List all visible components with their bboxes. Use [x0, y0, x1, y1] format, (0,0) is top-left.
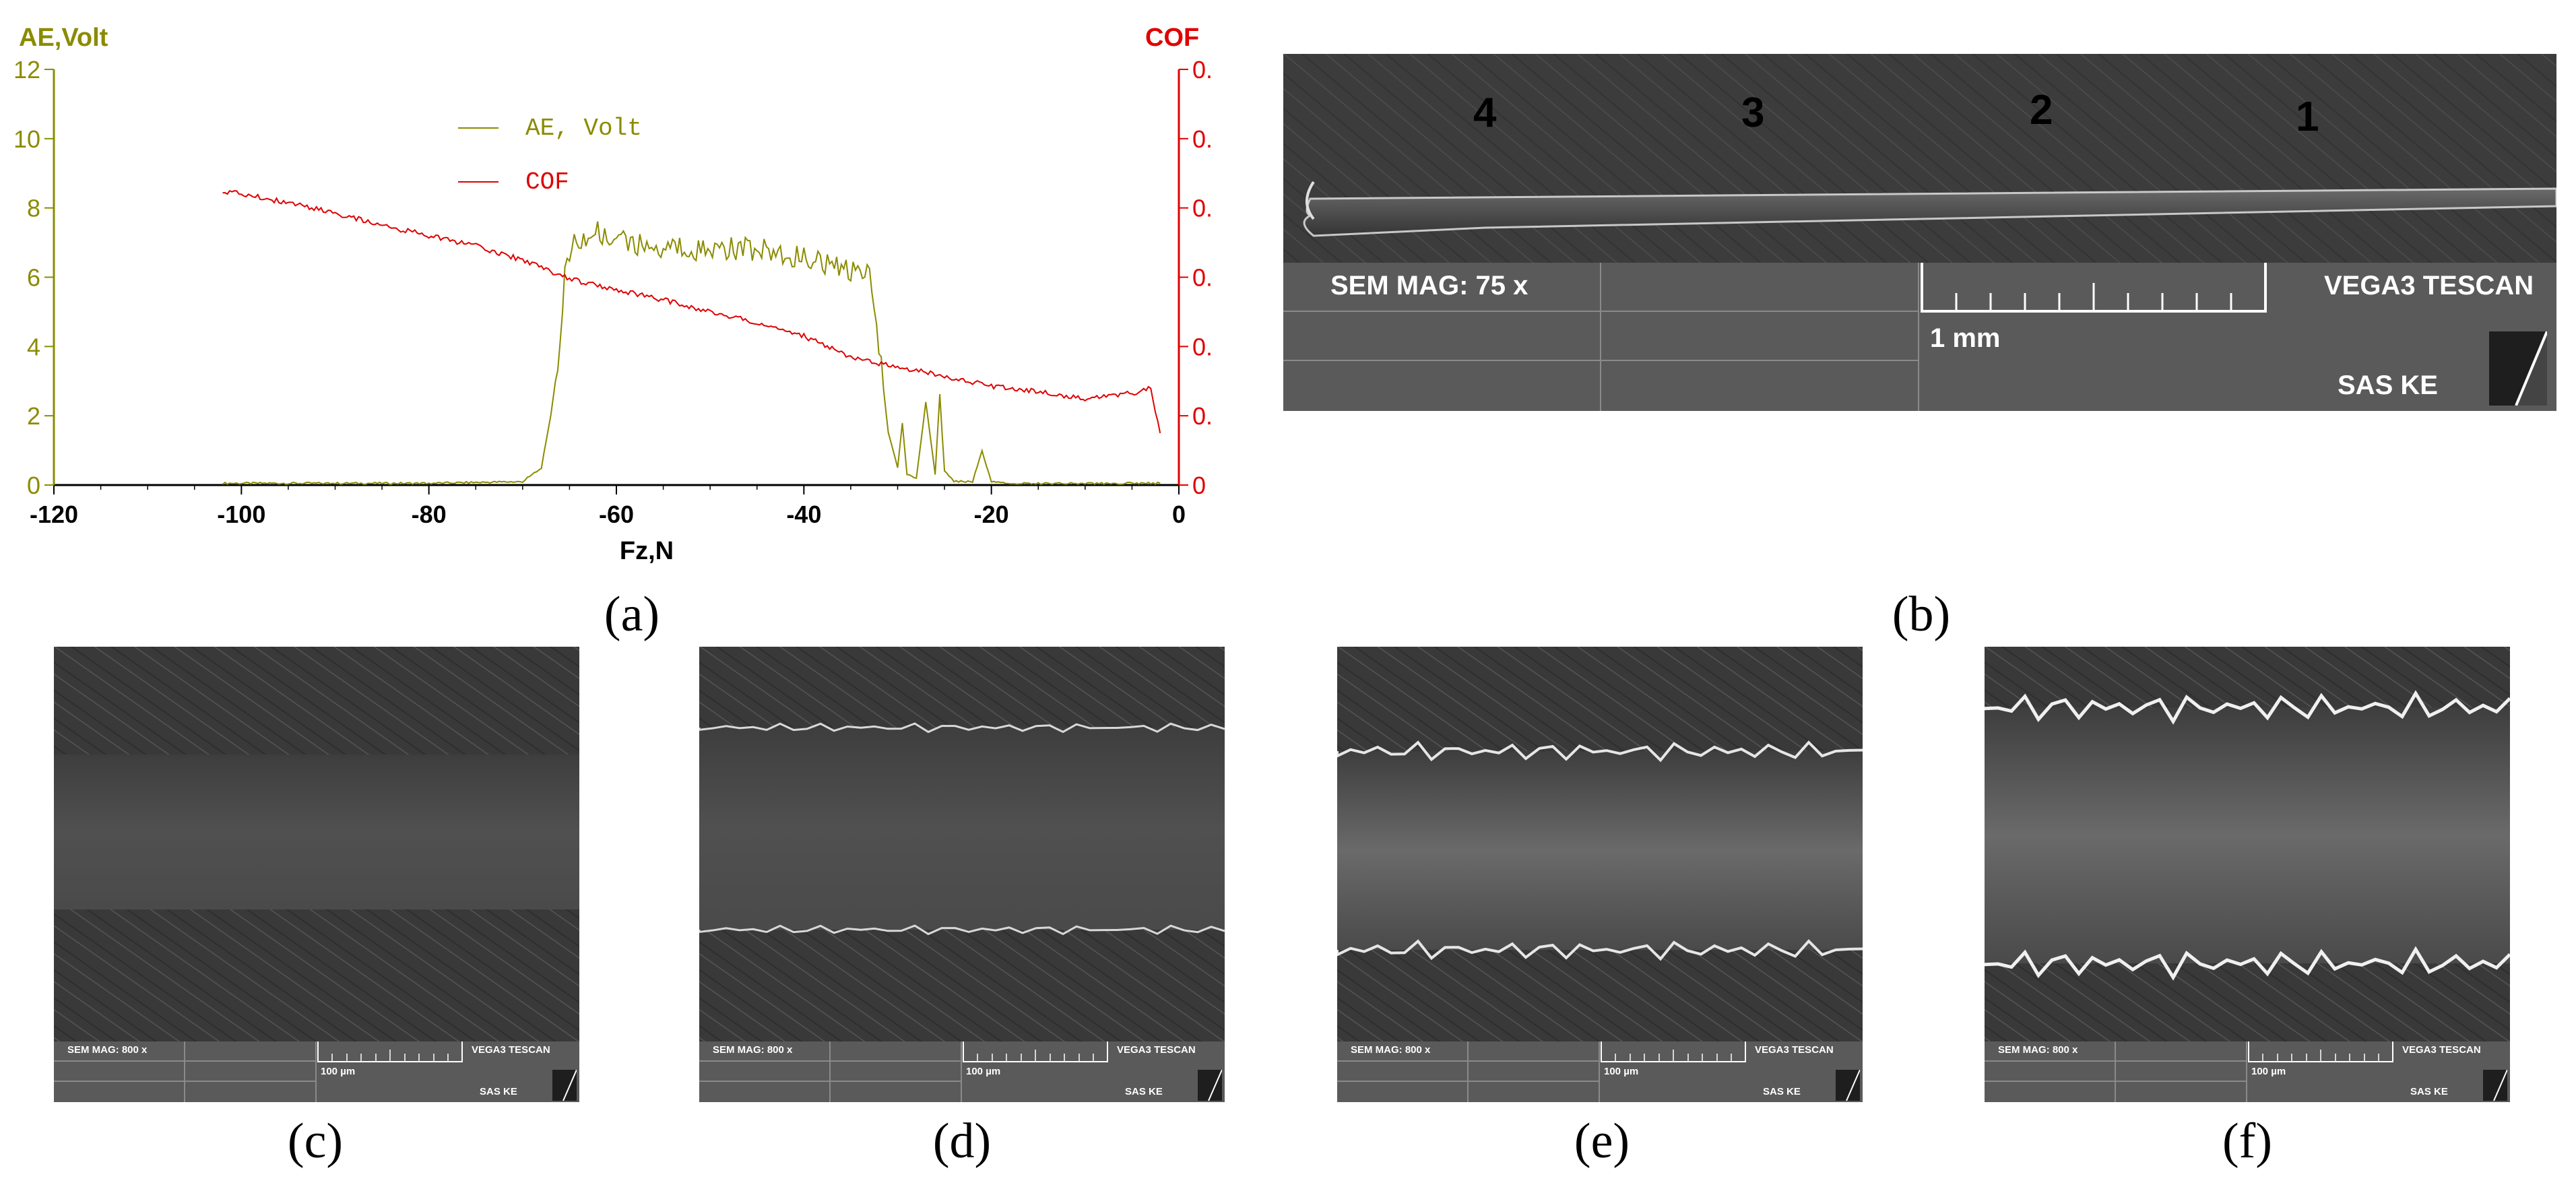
y2-tick-label: 0.08 — [1192, 333, 1213, 360]
brand-b: VEGA3 TESCAN — [2324, 271, 2534, 300]
sem-image-f: SEM MAG: 800 x 100 µm VEGA3 TESCAN SAS K… — [1985, 647, 2510, 1102]
lab-d: SAS KE — [1125, 1086, 1163, 1097]
sem-info-bar-d: SEM MAG: 800 x 100 µm VEGA3 TESCAN SAS K… — [699, 1041, 1225, 1102]
track-label-3: 3 — [1741, 90, 1765, 136]
caption-d: (d) — [932, 1114, 992, 1169]
x-tick-label: -120 — [30, 501, 78, 528]
y2-axis-title: COF — [1145, 24, 1199, 52]
caption-e: (e) — [1574, 1114, 1630, 1169]
sem-micrograph-d — [699, 647, 1225, 1041]
x-tick-label: -100 — [217, 501, 265, 528]
y-tick-label: 10 — [13, 125, 40, 153]
y-tick-label: 6 — [27, 264, 40, 292]
lab-e: SAS KE — [1763, 1086, 1801, 1097]
x-tick-label: -80 — [412, 501, 447, 528]
brand-c: VEGA3 TESCAN — [472, 1044, 550, 1056]
tescan-logo-f — [2483, 1070, 2507, 1101]
scale-label-b: 1 mm — [1930, 323, 2001, 353]
sem-image-c: SEM MAG: 800 x 100 µm VEGA3 TESCAN SAS K… — [54, 647, 579, 1102]
sem-micrograph-f — [1985, 647, 2510, 1041]
tescan-logo-c — [552, 1070, 577, 1101]
legend-label: COF — [525, 168, 569, 196]
caption-c: (c) — [287, 1114, 344, 1169]
y-tick-label: 12 — [13, 56, 40, 84]
scale-label-d: 100 µm — [966, 1066, 1001, 1077]
lab-c: SAS KE — [480, 1086, 517, 1097]
y-tick-label: 0 — [27, 472, 40, 499]
sem-micrograph-e — [1337, 647, 1863, 1041]
sem-mag-b: SEM MAG: 75 x — [1330, 271, 1528, 300]
lab-b: SAS KE — [2338, 371, 2438, 400]
y2-tick-label: 0.04 — [1192, 402, 1213, 430]
sem-image-d: SEM MAG: 800 x 100 µm VEGA3 TESCAN SAS K… — [699, 647, 1225, 1102]
brand-e: VEGA3 TESCAN — [1755, 1044, 1834, 1056]
y2-tick-label: 0.24 — [1192, 56, 1213, 84]
scale-bar-c — [317, 1041, 463, 1062]
sem-info-bar-e: SEM MAG: 800 x 100 µm VEGA3 TESCAN SAS K… — [1337, 1041, 1863, 1102]
sem-mag-e: SEM MAG: 800 x — [1351, 1044, 1431, 1056]
scale-label-c: 100 µm — [321, 1066, 356, 1077]
x-tick-label: -40 — [786, 501, 821, 528]
scale-bar-e — [1601, 1041, 1746, 1062]
sem-micrograph-b — [1283, 54, 2556, 263]
caption-b: (b) — [1892, 587, 1951, 642]
sem-image-b: 4 3 2 1 SEM MAG: 75 x 1 mm VEGA3 TESCAN … — [1283, 54, 2556, 411]
lab-f: SAS KE — [2410, 1086, 2448, 1097]
tescan-logo-e — [1836, 1070, 1860, 1101]
series-line-cof — [222, 189, 1161, 434]
x-axis-title: Fz,N — [620, 537, 674, 565]
y-tick-label: 8 — [27, 195, 40, 222]
y2-tick-label: 0.12 — [1192, 264, 1213, 292]
chart-panel-a: -120-100-80-60-40-20002468101200.040.080… — [0, 0, 1239, 579]
sem-info-bar-f: SEM MAG: 800 x 100 µm VEGA3 TESCAN SAS K… — [1985, 1041, 2510, 1102]
sem-info-bar-c: SEM MAG: 800 x 100 µm VEGA3 TESCAN SAS K… — [54, 1041, 579, 1102]
series-line-ae — [222, 221, 1161, 486]
brand-d: VEGA3 TESCAN — [1117, 1044, 1196, 1056]
y2-tick-label: 0.16 — [1192, 195, 1213, 222]
sem-mag-c: SEM MAG: 800 x — [67, 1044, 148, 1056]
track-label-1: 1 — [2296, 94, 2319, 140]
y-tick-label: 2 — [27, 402, 40, 430]
y2-tick-label: 0 — [1192, 472, 1206, 499]
y-tick-label: 4 — [27, 333, 40, 360]
caption-a: (a) — [604, 587, 660, 642]
legend-label: AE, Volt — [525, 115, 642, 142]
sem-micrograph-c — [54, 647, 579, 1041]
sem-image-e: SEM MAG: 800 x 100 µm VEGA3 TESCAN SAS K… — [1337, 647, 1863, 1102]
sem-info-bar-b: SEM MAG: 75 x 1 mm VEGA3 TESCAN SAS KE — [1283, 263, 2556, 411]
y-axis-title: AE,Volt — [19, 24, 108, 52]
tescan-logo-b — [2489, 331, 2547, 406]
scale-label-e: 100 µm — [1604, 1066, 1639, 1077]
scale-bar-f — [2248, 1041, 2393, 1062]
sem-mag-f: SEM MAG: 800 x — [1998, 1044, 2078, 1056]
ae-cof-chart: -120-100-80-60-40-20002468101200.040.080… — [13, 24, 1239, 565]
x-tick-label: -60 — [599, 501, 634, 528]
tescan-logo-d — [1198, 1070, 1222, 1101]
track-label-4: 4 — [1473, 90, 1497, 136]
x-tick-label: -20 — [974, 501, 1009, 528]
scale-bar-d — [963, 1041, 1108, 1062]
brand-f: VEGA3 TESCAN — [2402, 1044, 2481, 1056]
sem-mag-d: SEM MAG: 800 x — [713, 1044, 793, 1056]
scale-label-f: 100 µm — [2251, 1066, 2286, 1077]
y2-tick-label: 0.2 — [1192, 125, 1213, 153]
track-label-2: 2 — [2030, 87, 2053, 133]
scale-bar-b — [1921, 263, 2267, 313]
caption-f: (f) — [2222, 1114, 2272, 1169]
x-tick-label: 0 — [1172, 501, 1186, 528]
